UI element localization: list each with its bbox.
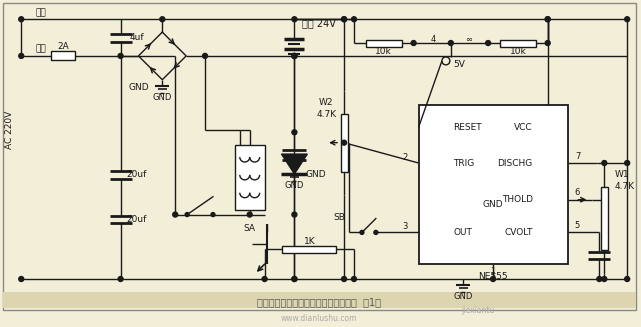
Text: 2A: 2A: [57, 42, 69, 50]
Text: 火线: 火线: [36, 44, 47, 54]
Bar: [51, 51, 75, 60]
Text: OUT: OUT: [453, 228, 472, 237]
Text: 4: 4: [430, 35, 436, 43]
Text: NE555: NE555: [478, 271, 508, 281]
Text: 4.7K: 4.7K: [614, 182, 635, 191]
Text: W2: W2: [319, 98, 333, 107]
Text: 2: 2: [402, 153, 407, 162]
Bar: [283, 246, 336, 253]
Circle shape: [203, 53, 208, 59]
Text: 7: 7: [575, 151, 580, 161]
Text: 6: 6: [575, 188, 580, 197]
Circle shape: [351, 17, 356, 22]
Text: RESET: RESET: [453, 123, 482, 132]
Circle shape: [625, 17, 629, 22]
Text: jiexiantu: jiexiantu: [462, 306, 495, 315]
Bar: [3, 292, 636, 308]
Text: 零线: 零线: [36, 9, 47, 18]
Bar: [500, 40, 536, 46]
Text: GND: GND: [454, 292, 473, 301]
Text: AC 220V: AC 220V: [5, 111, 14, 149]
Text: 5V: 5V: [453, 60, 465, 69]
Text: THOLD: THOLD: [502, 195, 533, 204]
Bar: [419, 106, 567, 264]
Circle shape: [211, 213, 215, 216]
Text: 1K: 1K: [303, 237, 315, 246]
Bar: [340, 113, 347, 172]
Circle shape: [292, 53, 297, 59]
Circle shape: [118, 277, 123, 282]
Circle shape: [19, 53, 24, 59]
Circle shape: [602, 277, 607, 282]
Bar: [235, 145, 265, 210]
Text: SA: SA: [244, 224, 256, 233]
Text: 4uf: 4uf: [129, 33, 144, 42]
Text: 用电容器限流降压的蓄电池充电器电路  第1张: 用电容器限流降压的蓄电池充电器电路 第1张: [257, 297, 381, 307]
Circle shape: [342, 17, 347, 22]
Text: 5: 5: [575, 221, 580, 230]
Bar: [366, 40, 402, 46]
Text: 20uf: 20uf: [126, 215, 147, 224]
Circle shape: [351, 277, 356, 282]
Text: W1: W1: [614, 170, 629, 180]
Text: GND: GND: [285, 181, 304, 190]
Text: ∞: ∞: [465, 35, 472, 43]
Circle shape: [262, 277, 267, 282]
Text: TRIG: TRIG: [453, 159, 474, 167]
Text: GND: GND: [153, 93, 172, 102]
Text: 3: 3: [402, 222, 407, 231]
Circle shape: [411, 41, 416, 45]
Text: DISCHG: DISCHG: [497, 159, 533, 167]
Circle shape: [185, 213, 189, 216]
Circle shape: [448, 41, 453, 45]
Circle shape: [342, 17, 347, 22]
Circle shape: [360, 231, 364, 234]
Circle shape: [342, 140, 347, 145]
Circle shape: [292, 53, 297, 59]
Bar: [601, 187, 608, 250]
Text: 电池 24V: 电池 24V: [303, 18, 336, 28]
Polygon shape: [281, 154, 307, 174]
Text: 4.7K: 4.7K: [316, 110, 337, 119]
Circle shape: [292, 277, 297, 282]
Circle shape: [292, 53, 297, 59]
Circle shape: [545, 41, 550, 45]
Circle shape: [292, 277, 297, 282]
Circle shape: [545, 17, 550, 22]
Circle shape: [374, 231, 378, 234]
Circle shape: [292, 17, 297, 22]
Circle shape: [292, 130, 297, 135]
Text: 10k: 10k: [510, 47, 526, 57]
Text: 20uf: 20uf: [126, 170, 147, 180]
Circle shape: [342, 277, 347, 282]
Circle shape: [118, 53, 123, 59]
Circle shape: [486, 41, 490, 45]
Text: GND: GND: [128, 83, 149, 92]
Circle shape: [625, 161, 629, 165]
Text: 1: 1: [490, 267, 495, 276]
Circle shape: [19, 17, 24, 22]
Text: CVOLT: CVOLT: [504, 228, 533, 237]
Circle shape: [160, 17, 165, 22]
Circle shape: [597, 277, 602, 282]
Text: www.dianlushu.com: www.dianlushu.com: [281, 314, 358, 323]
Circle shape: [247, 212, 252, 217]
Circle shape: [602, 161, 607, 165]
Text: 10k: 10k: [376, 47, 392, 57]
Text: GND: GND: [306, 170, 326, 180]
Circle shape: [19, 277, 24, 282]
Text: GND: GND: [483, 200, 503, 209]
Text: VCC: VCC: [514, 123, 533, 132]
Circle shape: [490, 277, 495, 282]
Circle shape: [292, 212, 297, 217]
Text: SB: SB: [333, 213, 345, 222]
Circle shape: [172, 212, 178, 217]
Circle shape: [625, 277, 629, 282]
Circle shape: [545, 17, 550, 22]
